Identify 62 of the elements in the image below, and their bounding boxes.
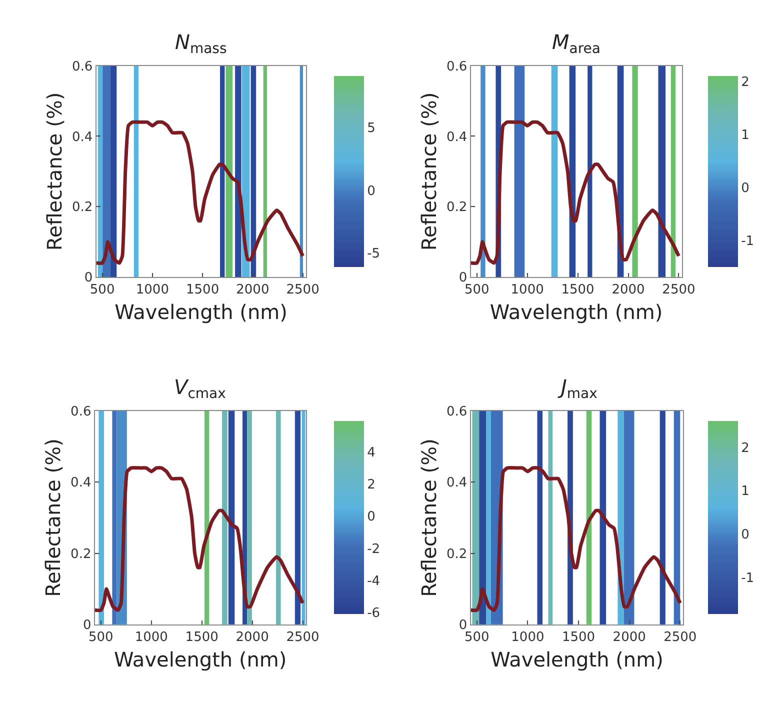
x-tick-label: 1500 bbox=[562, 630, 596, 645]
y-tick-label: 0.6 bbox=[72, 59, 93, 74]
chart-title: V$_{cmax}$ bbox=[174, 375, 226, 402]
y-tick-label: 0.2 bbox=[446, 546, 468, 562]
y-axis-title: Reflectance (%) bbox=[417, 92, 442, 251]
color-bar-label: 2 bbox=[741, 440, 750, 456]
color-bar-label: 1 bbox=[741, 484, 750, 500]
x-tick-label: 2500 bbox=[286, 630, 320, 645]
y-tick-label: 0.6 bbox=[70, 404, 92, 420]
x-axis-title: Wavelength (nm) bbox=[490, 647, 664, 672]
y-axis-title: Reflectance (%) bbox=[42, 92, 67, 251]
x-tick-label: 2500 bbox=[286, 282, 320, 298]
y-tick-label: 0.6 bbox=[446, 59, 468, 74]
chart-title: M$_{area}$ bbox=[552, 30, 600, 58]
color-bar-label: -6 bbox=[367, 606, 380, 622]
x-axis-title: Wavelength (nm) bbox=[490, 300, 663, 324]
x-tick-label: 1500 bbox=[186, 282, 220, 298]
line-series bbox=[96, 120, 305, 265]
x-axis-title: Wavelength (nm) bbox=[114, 647, 287, 672]
x-tick-label: 1000 bbox=[134, 630, 168, 645]
color-bar-label: 5 bbox=[367, 121, 376, 136]
x-tick-label: 1500 bbox=[185, 630, 218, 645]
color-bar-label: 4 bbox=[367, 445, 376, 460]
x-tick-label: 1500 bbox=[561, 282, 594, 298]
color-bar-label: 0 bbox=[367, 510, 376, 525]
color-bar-label: 0 bbox=[741, 180, 750, 196]
chart-title: N$_{mass}$ bbox=[175, 30, 227, 58]
color-bar-label: 0 bbox=[741, 528, 750, 543]
y-axis-title: Reflectance (%) bbox=[41, 438, 66, 597]
color-bar-label: -4 bbox=[367, 574, 380, 589]
color-bar-label: 0 bbox=[367, 184, 376, 199]
chart-title: J$_{max}$ bbox=[557, 375, 598, 402]
y-tick-label: 0.6 bbox=[446, 404, 468, 420]
color-bar-label: 1 bbox=[741, 128, 750, 143]
color-bar-label: -1 bbox=[741, 234, 754, 249]
x-tick-label: 2000 bbox=[236, 282, 270, 298]
x-tick-label: 1000 bbox=[136, 282, 169, 298]
x-tick-label: 1000 bbox=[511, 630, 544, 645]
color-bar-label: 2 bbox=[741, 74, 750, 90]
y-tick-label: 0.4 bbox=[446, 130, 468, 145]
y-tick-label: 0.4 bbox=[70, 476, 92, 491]
color-bar-label: 2 bbox=[367, 478, 376, 492]
y-tick-label: 0.4 bbox=[446, 476, 468, 491]
x-tick-label: 2000 bbox=[236, 630, 269, 645]
x-tick-label: 1000 bbox=[510, 282, 544, 298]
x-tick-label: 2500 bbox=[664, 630, 697, 645]
x-axis-title: Wavelength (nm) bbox=[114, 300, 288, 324]
x-tick-label: 2000 bbox=[612, 630, 646, 645]
line-series bbox=[470, 466, 682, 612]
y-tick-label: 0.2 bbox=[446, 200, 468, 216]
y-tick-label: 0.2 bbox=[70, 546, 92, 562]
line-series bbox=[470, 120, 680, 265]
y-tick-label: 0.4 bbox=[72, 130, 93, 145]
line-series bbox=[94, 466, 305, 612]
x-tick-label: 500 bbox=[90, 282, 115, 298]
color-bar-label: -5 bbox=[367, 246, 380, 262]
x-tick-label: 2500 bbox=[662, 282, 696, 298]
y-axis-title: Reflectance (%) bbox=[417, 438, 442, 597]
x-tick-label: 2000 bbox=[612, 282, 645, 298]
y-tick-label: 0.2 bbox=[72, 200, 93, 216]
color-bar-label: -1 bbox=[741, 570, 754, 586]
color-bar-label: -2 bbox=[367, 542, 380, 557]
